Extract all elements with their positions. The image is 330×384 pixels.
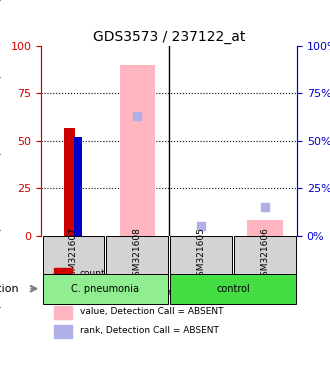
FancyBboxPatch shape: [234, 236, 296, 273]
Bar: [54, 287, 72, 300]
FancyBboxPatch shape: [170, 236, 232, 273]
Text: infection: infection: [0, 284, 19, 294]
Point: [135, 113, 140, 119]
Text: value, Detection Call = ABSENT: value, Detection Call = ABSENT: [80, 307, 223, 316]
Bar: [64, 127, 75, 236]
Point: [198, 223, 204, 229]
Text: rank, Detection Call = ABSENT: rank, Detection Call = ABSENT: [80, 326, 218, 335]
Text: GSM321608: GSM321608: [133, 227, 142, 282]
Text: percentile rank within the sample: percentile rank within the sample: [80, 288, 233, 297]
Text: GSM321605: GSM321605: [197, 227, 206, 282]
Bar: [54, 325, 72, 338]
Title: GDS3573 / 237122_at: GDS3573 / 237122_at: [93, 30, 245, 44]
Bar: [119, 65, 155, 236]
Bar: [74, 137, 82, 236]
FancyBboxPatch shape: [43, 236, 104, 273]
Bar: [248, 220, 282, 236]
Text: control: control: [216, 284, 250, 294]
Bar: [54, 306, 72, 319]
Point: [262, 204, 268, 210]
Text: GSM321606: GSM321606: [260, 227, 270, 282]
Text: GSM321607: GSM321607: [69, 227, 78, 282]
Text: count: count: [80, 269, 105, 278]
Text: C. pneumonia: C. pneumonia: [71, 284, 139, 294]
FancyBboxPatch shape: [170, 273, 296, 304]
FancyBboxPatch shape: [107, 236, 168, 273]
Bar: [54, 268, 72, 280]
FancyBboxPatch shape: [43, 273, 168, 304]
